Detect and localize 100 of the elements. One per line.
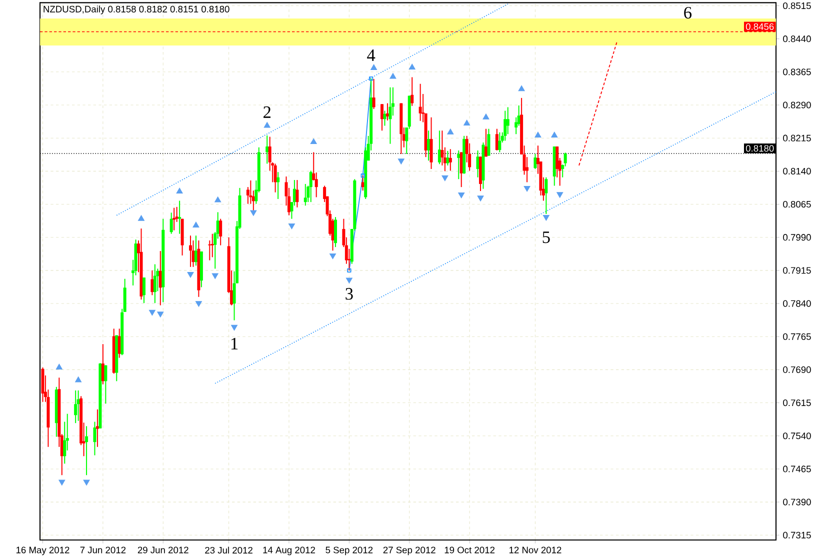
point	[464, 120, 470, 126]
y-tick-label: 0.8365	[783, 68, 811, 76]
y-tick-label: 0.7390	[783, 498, 811, 506]
point	[187, 272, 194, 278]
point	[398, 158, 404, 164]
ref-line-label: 0.8456	[746, 23, 774, 30]
annotation: 5	[542, 232, 550, 244]
y-tick-label: 0.7915	[783, 267, 811, 274]
point	[556, 192, 564, 198]
y-tick-label: 0.7540	[783, 432, 811, 440]
candlestick	[487, 128, 490, 156]
x-tick-label: 27 Sep 2012	[383, 546, 436, 556]
candlestick	[266, 134, 269, 164]
point	[329, 253, 336, 260]
chart-title: NZDUSD,Daily 0.8158 0.8182 0.8151 0.8180	[44, 6, 230, 14]
point	[360, 174, 365, 178]
x-tick-label: 12 Nov 2012	[509, 546, 562, 554]
candlestick	[188, 235, 192, 268]
candlestick	[457, 150, 460, 180]
candlestick	[170, 212, 173, 234]
candlestick	[74, 390, 78, 424]
point	[482, 114, 490, 120]
point	[212, 273, 218, 280]
candlestick	[388, 86, 392, 144]
point	[408, 64, 416, 70]
point	[230, 324, 238, 331]
point	[214, 196, 222, 202]
point	[83, 480, 90, 486]
y-tick-label: 0.8440	[783, 36, 811, 42]
point	[250, 210, 257, 216]
candlestick	[410, 76, 414, 106]
y-tick-label: 0.8215	[783, 134, 811, 142]
y-tick-label: 0.8290	[783, 102, 811, 108]
candlestick	[534, 153, 537, 170]
candlestick	[448, 148, 452, 172]
candlestick	[405, 127, 408, 154]
candlestick	[210, 233, 214, 258]
y-tick-label: 0.7840	[783, 300, 811, 307]
candlestick	[427, 130, 430, 162]
y-tick-label: 0.7690	[783, 366, 811, 373]
candlestick	[274, 163, 277, 193]
candlestick	[380, 104, 384, 132]
y-tick-label: 0.8140	[783, 168, 811, 174]
candlestick	[430, 116, 433, 170]
candlestick	[372, 78, 376, 110]
point	[370, 64, 378, 70]
point	[518, 85, 525, 92]
candlestick	[498, 132, 502, 153]
candlestick	[150, 270, 154, 296]
candlestick	[309, 170, 312, 203]
candlestick	[96, 408, 99, 448]
candlestick	[438, 130, 441, 165]
y-tick-label: 0.7765	[783, 333, 811, 340]
point	[390, 73, 396, 79]
y-tick-label: 0.7465	[783, 466, 811, 472]
candlestick	[142, 277, 146, 304]
point	[138, 215, 145, 221]
point	[551, 132, 558, 138]
point	[310, 138, 317, 144]
x-tick-label: 5 Sep 2012	[326, 546, 373, 556]
point	[542, 215, 550, 221]
annotation: 4	[367, 50, 376, 61]
candlestick	[564, 152, 567, 167]
point	[148, 310, 156, 316]
point	[192, 222, 200, 228]
candlestick	[192, 240, 195, 268]
candlestick	[418, 83, 422, 122]
candlestick	[93, 421, 96, 456]
candlestick	[276, 172, 280, 200]
x-tick-label: 14 Aug 2012	[263, 546, 315, 556]
y-tick-label: 0.8065	[783, 200, 811, 208]
candlestick	[219, 218, 222, 246]
candlestick	[383, 110, 386, 126]
candlestick	[504, 110, 507, 142]
x-tick-label: 16 May 2012	[16, 546, 70, 556]
point	[346, 278, 352, 284]
candlestick	[208, 240, 212, 261]
annotation: 6	[684, 6, 692, 19]
y-tick-label: 0.7315	[783, 532, 811, 538]
point	[195, 301, 202, 307]
candlestick	[304, 183, 307, 206]
y-tick-label: 0.7615	[783, 399, 811, 406]
candlestick	[104, 364, 108, 404]
candlestick	[506, 106, 510, 135]
point	[157, 312, 164, 318]
candlestick	[178, 200, 182, 234]
annotation: 3	[346, 288, 353, 300]
x-tick-label: 19 Oct 2012	[444, 546, 495, 554]
y-tick-label: 0.7990	[783, 234, 811, 241]
x-tick-label: 7 Jun 2012	[80, 546, 126, 554]
x-tick-label: 29 Jun 2012	[138, 546, 188, 554]
x-tick-label: 23 Jul 2012	[205, 546, 252, 554]
point	[442, 175, 448, 182]
candlestick	[495, 128, 498, 151]
ref-line-label: 0.8180	[746, 145, 774, 152]
candlestick	[334, 216, 338, 248]
candlestick	[85, 426, 88, 476]
point	[58, 480, 66, 486]
point	[458, 192, 465, 198]
point	[264, 122, 270, 128]
